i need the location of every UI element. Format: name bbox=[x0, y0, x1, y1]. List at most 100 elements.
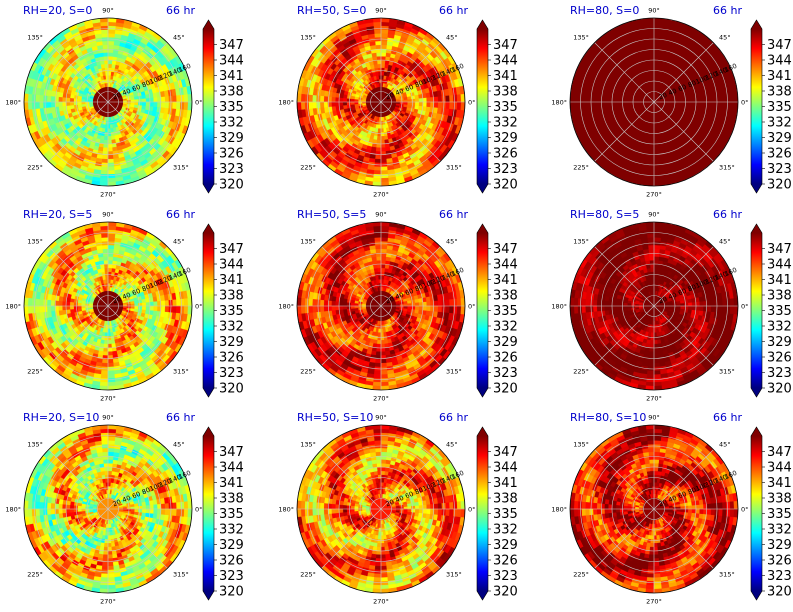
field-cell bbox=[107, 21, 117, 27]
angle-tick-label: 270° bbox=[100, 395, 116, 403]
field-cell bbox=[130, 101, 135, 105]
colorbar-tick-label: 329 bbox=[767, 131, 792, 146]
field-cell bbox=[102, 252, 109, 257]
field-cell bbox=[350, 98, 355, 103]
field-cell bbox=[149, 101, 155, 107]
field-cell bbox=[102, 52, 109, 57]
field-cell bbox=[107, 263, 113, 269]
field-cell bbox=[141, 302, 147, 307]
panel-grid: RH=20, S=0 66 hr0°45°90°135°180°225°270°3… bbox=[5, 4, 792, 606]
angle-tick-label: 45° bbox=[446, 33, 458, 41]
radial-tick-label: 80 bbox=[141, 79, 152, 90]
field-cell bbox=[107, 170, 116, 175]
field-cell bbox=[54, 300, 59, 307]
field-cell bbox=[107, 362, 115, 368]
field-cell bbox=[373, 29, 382, 34]
field-cell bbox=[334, 101, 340, 107]
radial-tick-label: 40 bbox=[121, 87, 132, 98]
field-cell bbox=[46, 95, 52, 103]
field-cell bbox=[58, 300, 63, 307]
field-cell bbox=[141, 305, 147, 310]
angle-tick-label: 0° bbox=[195, 99, 202, 107]
field-cell bbox=[101, 33, 109, 38]
field-cell bbox=[107, 71, 112, 76]
colorbar-tick-label: 323 bbox=[767, 162, 792, 177]
field-cell bbox=[422, 97, 428, 103]
field-cell bbox=[176, 305, 181, 314]
colorbar-extend-min bbox=[477, 184, 488, 193]
field-cell bbox=[54, 96, 59, 103]
panel-4: RH=50, S=5 66 hr0°45°90°135°180°225°270°3… bbox=[278, 208, 518, 403]
field-cell bbox=[39, 101, 44, 109]
field-cell bbox=[35, 298, 40, 307]
field-cell bbox=[102, 355, 109, 360]
field-cell bbox=[380, 154, 387, 160]
field-cell bbox=[308, 94, 313, 103]
field-cell bbox=[61, 301, 67, 307]
colorbar-extend-min bbox=[203, 388, 214, 397]
field-cell bbox=[46, 101, 52, 109]
angle-tick-label: 0° bbox=[468, 99, 475, 107]
field-cell bbox=[375, 48, 382, 53]
colorbar-tick-label: 338 bbox=[219, 289, 244, 304]
field-cell bbox=[107, 29, 116, 34]
field-cell bbox=[172, 101, 177, 109]
field-cell bbox=[375, 151, 382, 156]
colorbar-tick-label: 323 bbox=[219, 366, 244, 381]
field-cell bbox=[103, 259, 109, 265]
field-cell bbox=[164, 95, 170, 103]
field-cell bbox=[380, 21, 390, 27]
field-cell bbox=[99, 181, 109, 186]
angle-tick-label: 270° bbox=[100, 191, 116, 199]
field-cell bbox=[102, 248, 109, 254]
field-cell bbox=[179, 94, 185, 103]
radial-tick-label: 80 bbox=[687, 79, 698, 90]
field-cell bbox=[149, 301, 155, 307]
colorbar-tick-label: 335 bbox=[219, 304, 244, 319]
colorbar-tick-label: 344 bbox=[493, 54, 518, 69]
colorbar-tick-label: 338 bbox=[493, 85, 518, 100]
polar-frame bbox=[296, 17, 466, 187]
colorbar-tick-label: 329 bbox=[219, 335, 244, 350]
field-cell bbox=[342, 101, 348, 106]
field-cell bbox=[65, 97, 71, 103]
field-cell bbox=[102, 147, 109, 152]
field-cell bbox=[338, 97, 344, 103]
angle-tick-label: 225° bbox=[27, 368, 43, 376]
field-cell bbox=[187, 101, 192, 111]
colorbar-outline bbox=[476, 19, 489, 194]
field-cell bbox=[107, 374, 116, 379]
colorbar-tick-label: 341 bbox=[219, 273, 244, 288]
field-cell bbox=[141, 98, 147, 103]
field-cell bbox=[107, 275, 112, 280]
field-cell bbox=[380, 279, 384, 284]
field-cell bbox=[323, 101, 329, 108]
field-cell bbox=[437, 95, 443, 103]
field-cell bbox=[107, 75, 111, 80]
field-cell bbox=[380, 29, 389, 34]
field-cell bbox=[145, 301, 151, 307]
field-cell bbox=[176, 298, 181, 307]
angular-gridline bbox=[321, 101, 382, 162]
angular-gridline bbox=[594, 42, 655, 103]
field-cell bbox=[100, 25, 109, 31]
field-cell bbox=[107, 267, 112, 273]
field-cell bbox=[153, 300, 158, 307]
field-cell bbox=[104, 267, 109, 273]
colorbar-tick-label: 338 bbox=[219, 85, 244, 100]
field-cell bbox=[99, 21, 109, 27]
radial-tick-label: 60 bbox=[677, 83, 688, 94]
field-cell bbox=[460, 101, 465, 111]
field-cell bbox=[403, 305, 408, 309]
field-cell bbox=[153, 305, 158, 312]
field-cell bbox=[138, 101, 143, 106]
field-cell bbox=[350, 302, 355, 307]
field-cell bbox=[50, 300, 56, 307]
angular-gridline bbox=[653, 42, 714, 103]
field-cell bbox=[46, 305, 52, 313]
field-cell bbox=[160, 101, 166, 108]
colorbar-tick-label: 335 bbox=[219, 100, 244, 115]
field-cell bbox=[31, 298, 37, 307]
